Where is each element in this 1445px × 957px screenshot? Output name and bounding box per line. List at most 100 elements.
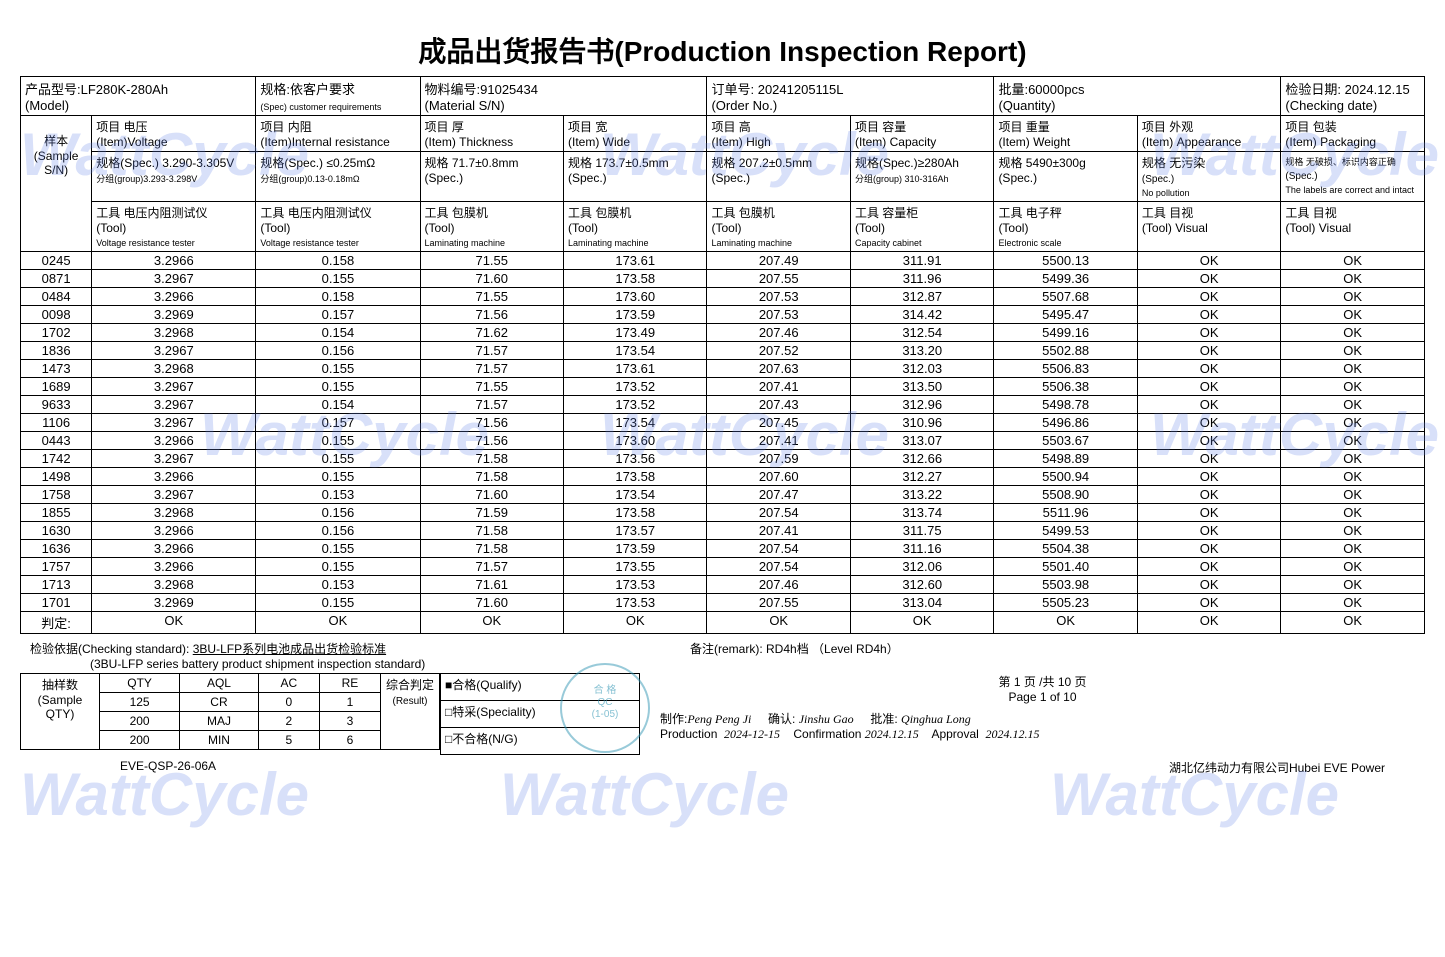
signatures-line1: 制作:Peng Peng Ji 确认: Jinshu Gao 批准: Qingh… (660, 710, 1425, 727)
cell-cap: 313.04 (850, 594, 993, 612)
table-row: 17583.29670.15371.60173.54207.47313.2255… (21, 486, 1425, 504)
cell-h: 207.55 (707, 594, 850, 612)
cell-t: 71.55 (420, 252, 563, 270)
cell-h: 207.53 (707, 288, 850, 306)
cell-app: OK (1137, 540, 1280, 558)
cell-w: 173.58 (563, 504, 706, 522)
main-table: 产品型号:LF280K-280Ah (Model) 规格:依客户要求 (Spec… (20, 76, 1425, 634)
table-row: 08713.29670.15571.60173.58207.55311.9654… (21, 270, 1425, 288)
cell-v: 3.2967 (92, 486, 256, 504)
verdict-thick: OK (420, 612, 563, 634)
cell-sn: 1630 (21, 522, 92, 540)
cell-sn: 1742 (21, 450, 92, 468)
cell-wt: 5503.67 (994, 432, 1137, 450)
cell-pkg: OK (1281, 522, 1425, 540)
cell-t: 71.58 (420, 522, 563, 540)
cell-cap: 312.87 (850, 288, 993, 306)
col-ir-spec: 规格(Spec.) ≤0.25mΩ分组(group)0.13-0.18mΩ (256, 152, 420, 202)
cell-wt: 5501.40 (994, 558, 1137, 576)
cell-h: 207.49 (707, 252, 850, 270)
cell-v: 3.2966 (92, 522, 256, 540)
table-row: 14983.29660.15571.58173.58207.60312.2755… (21, 468, 1425, 486)
cell-t: 71.58 (420, 450, 563, 468)
st-r0c1: CR (180, 693, 259, 712)
cell-w: 173.52 (563, 378, 706, 396)
cell-cap: 310.96 (850, 414, 993, 432)
cell-app: OK (1137, 486, 1280, 504)
cell-t: 71.60 (420, 486, 563, 504)
col-thick-spec: 规格 71.7±0.8mm(Spec.) (420, 152, 563, 202)
result-label: 综合判定(Result) (381, 674, 440, 750)
cell-cap: 312.03 (850, 360, 993, 378)
table-row: 96333.29670.15471.57173.52207.43312.9654… (21, 396, 1425, 414)
cell-h: 207.53 (707, 306, 850, 324)
cell-app: OK (1137, 270, 1280, 288)
cell-h: 207.52 (707, 342, 850, 360)
cell-ir: 0.155 (256, 558, 420, 576)
table-row: 00983.29690.15771.56173.59207.53314.4254… (21, 306, 1425, 324)
cell-v: 3.2966 (92, 432, 256, 450)
cell-h: 207.59 (707, 450, 850, 468)
cell-w: 173.53 (563, 594, 706, 612)
cell-pkg: OK (1281, 306, 1425, 324)
table-row: 17573.29660.15571.57173.55207.54312.0655… (21, 558, 1425, 576)
cell-cap: 313.74 (850, 504, 993, 522)
cell-w: 173.57 (563, 522, 706, 540)
cell-sn: 1636 (21, 540, 92, 558)
col-ir-item: 项目 内阻(Item)Internal resistance (256, 116, 420, 152)
col-wide-item: 项目 宽(Item) Wide (563, 116, 706, 152)
cell-pkg: OK (1281, 414, 1425, 432)
cell-app: OK (1137, 324, 1280, 342)
hdr-qty: QTY (100, 674, 180, 693)
cell-w: 173.54 (563, 414, 706, 432)
cell-cap: 313.07 (850, 432, 993, 450)
cell-cap: 313.20 (850, 342, 993, 360)
cell-app: OK (1137, 360, 1280, 378)
verdict-high: OK (707, 612, 850, 634)
cell-v: 3.2968 (92, 324, 256, 342)
cell-pkg: OK (1281, 450, 1425, 468)
cell-w: 173.61 (563, 360, 706, 378)
col-high-tool: 工具 包膜机(Tool)Laminating machine (707, 202, 850, 252)
cell-t: 71.56 (420, 414, 563, 432)
cell-cap: 311.91 (850, 252, 993, 270)
cell-t: 71.57 (420, 396, 563, 414)
cell-app: OK (1137, 504, 1280, 522)
cell-t: 71.60 (420, 594, 563, 612)
cell-ir: 0.153 (256, 486, 420, 504)
cell-t: 71.59 (420, 504, 563, 522)
cell-wt: 5495.47 (994, 306, 1137, 324)
cell-w: 173.54 (563, 486, 706, 504)
cell-app: OK (1137, 414, 1280, 432)
col-packaging-item: 项目 包装(Item) Packaging (1281, 116, 1425, 152)
cell-wt: 5507.68 (994, 288, 1137, 306)
cell-v: 3.2968 (92, 504, 256, 522)
table-row: 16363.29660.15571.58173.59207.54311.1655… (21, 540, 1425, 558)
cell-t: 71.57 (420, 360, 563, 378)
qty-cell: 批量:60000pcs (Quantity) (994, 77, 1281, 116)
cell-v: 3.2967 (92, 342, 256, 360)
cell-w: 173.59 (563, 540, 706, 558)
cell-ir: 0.158 (256, 252, 420, 270)
cell-sn: 1498 (21, 468, 92, 486)
cell-pkg: OK (1281, 324, 1425, 342)
table-row: 04843.29660.15871.55173.60207.53312.8755… (21, 288, 1425, 306)
cell-w: 173.53 (563, 576, 706, 594)
cell-v: 3.2966 (92, 540, 256, 558)
company-name: 湖北亿纬动力有限公司Hubei EVE Power (1169, 759, 1385, 776)
cell-v: 3.2967 (92, 396, 256, 414)
col-appearance-item: 项目 外观(Item) Appearance (1137, 116, 1280, 152)
cell-sn: 1702 (21, 324, 92, 342)
model-cell: 产品型号:LF280K-280Ah (Model) (21, 77, 256, 116)
cell-ir: 0.155 (256, 594, 420, 612)
cell-app: OK (1137, 576, 1280, 594)
cell-cap: 314.42 (850, 306, 993, 324)
verdict-ir: OK (256, 612, 420, 634)
cell-sn: 1757 (21, 558, 92, 576)
cell-app: OK (1137, 252, 1280, 270)
st-r2c1: MIN (180, 731, 259, 750)
table-row: 11063.29670.15771.56173.54207.45310.9654… (21, 414, 1425, 432)
cell-pkg: OK (1281, 270, 1425, 288)
verdict-voltage: OK (92, 612, 256, 634)
cell-wt: 5506.38 (994, 378, 1137, 396)
